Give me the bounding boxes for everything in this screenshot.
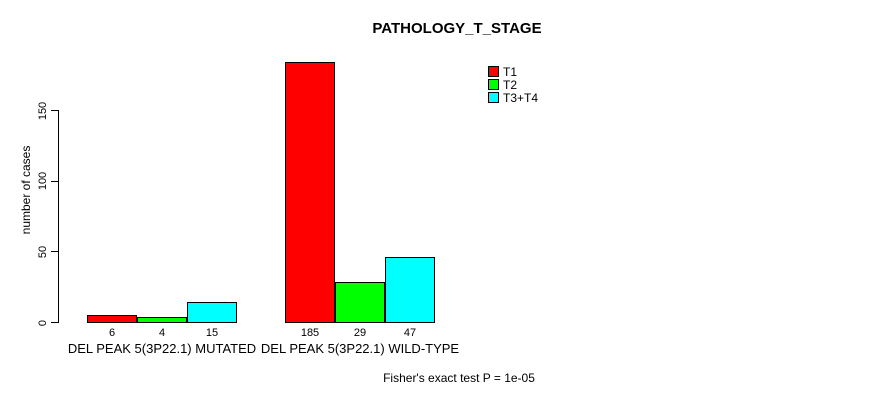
bar-value-label: 4	[158, 327, 166, 339]
legend-label: T1	[503, 65, 518, 79]
legend-label: T3+T4	[503, 91, 539, 105]
legend-label: T2	[503, 78, 518, 92]
bar-value-label: 6	[108, 327, 116, 339]
bar-value-label: 47	[403, 327, 417, 339]
bar-value-label: 15	[205, 327, 219, 339]
annotation-text: Fisher's exact test P = 1e-05	[383, 371, 535, 385]
y-tick-label: 150	[37, 101, 49, 120]
bar-t1	[285, 62, 335, 323]
y-tick-label: 0	[37, 319, 49, 326]
chart-title: PATHOLOGY_T_STAGE	[372, 20, 542, 37]
y-tick-mark	[51, 180, 58, 182]
y-tick-label: 50	[37, 245, 49, 258]
y-tick-mark	[51, 110, 58, 111]
bar-t3+t4	[187, 302, 237, 323]
bar-value-label: 185	[300, 327, 320, 339]
bar-t2	[335, 282, 385, 323]
legend-swatch	[488, 92, 499, 103]
y-tick-label: 100	[37, 171, 49, 191]
bar-t2	[137, 317, 187, 323]
legend-swatch	[488, 66, 499, 77]
y-tick-mark	[51, 322, 58, 323]
legend-swatch	[488, 79, 499, 90]
y-axis-title: number of cases	[19, 145, 33, 235]
bar-t1	[87, 315, 137, 323]
y-tick-mark	[51, 251, 58, 253]
bar-t3+t4	[385, 257, 435, 323]
x-category-label: DEL PEAK 5(3P22.1) WILD-TYPE	[260, 341, 460, 356]
bar-value-label: 29	[353, 327, 367, 339]
x-category-label: DEL PEAK 5(3P22.1) MUTATED	[67, 341, 257, 356]
y-axis-line	[58, 110, 59, 323]
